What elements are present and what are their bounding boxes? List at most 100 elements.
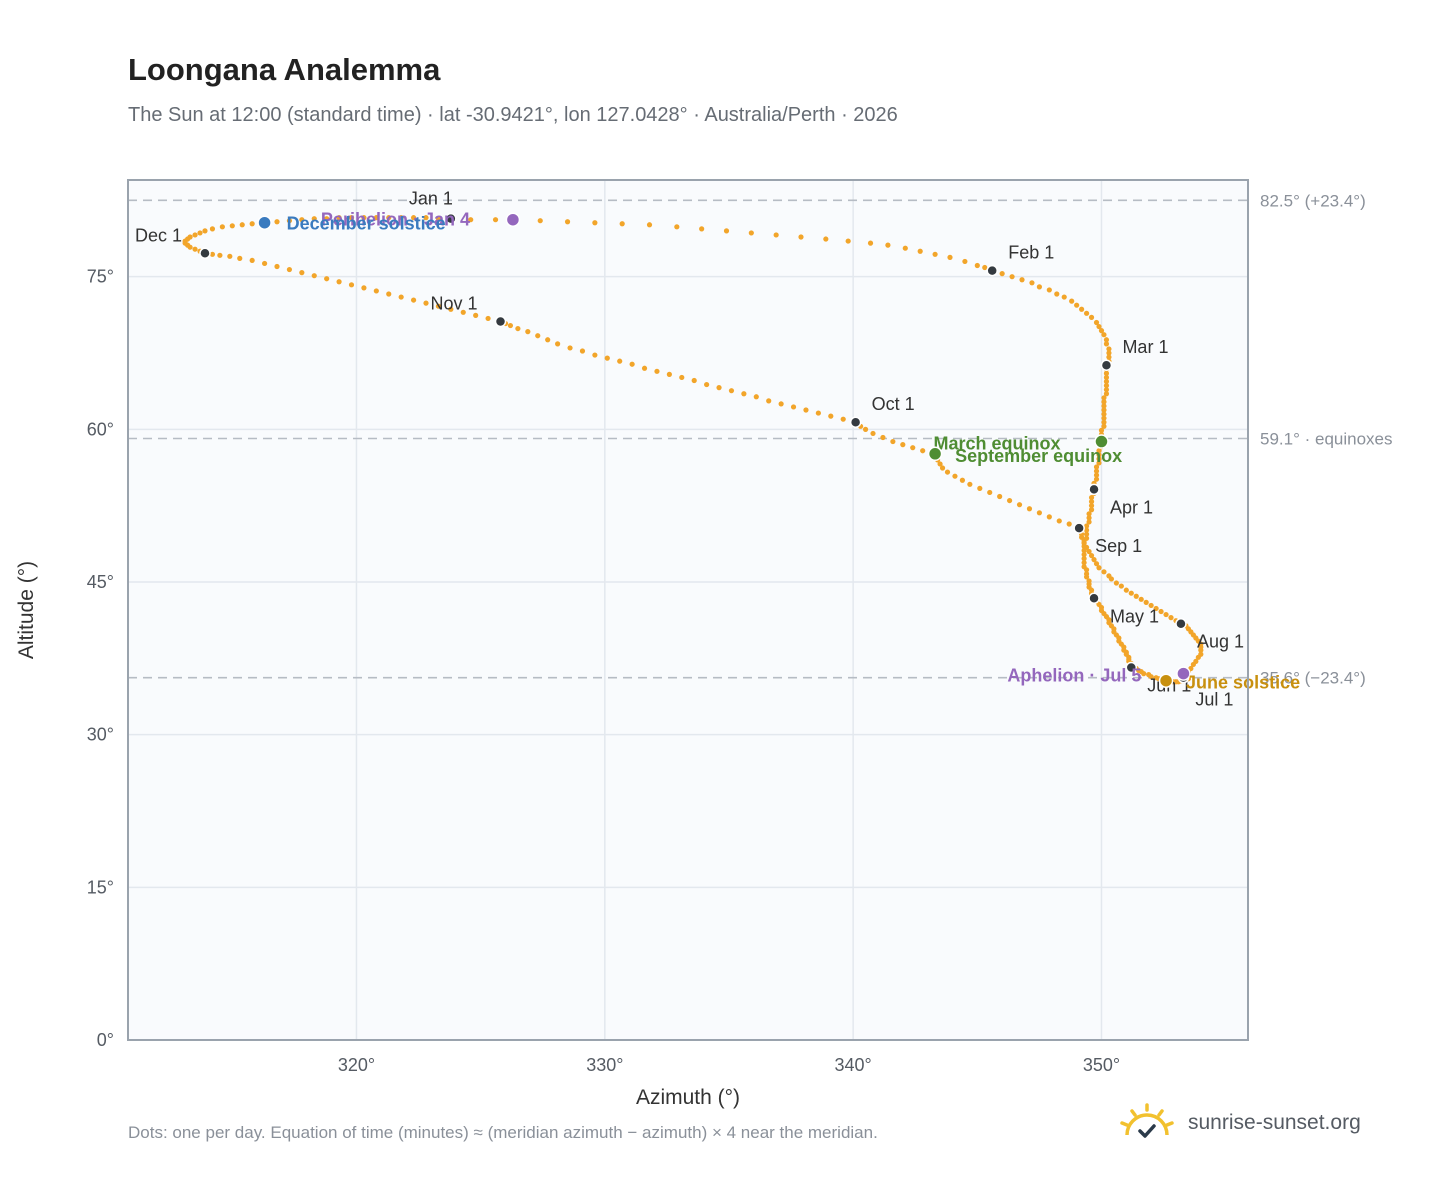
daily-point [1193,658,1199,664]
daily-point [336,279,342,285]
daily-point [974,262,980,269]
daily-point [753,394,759,400]
daily-point [959,477,966,483]
daily-point [249,221,255,227]
daily-point [1006,497,1013,504]
month-label: Dec 1 [135,225,182,245]
daily-point [473,312,479,318]
reference-line-label: 82.5° (+23.4°) [1260,191,1366,210]
daily-point [239,222,245,228]
daily-point [1054,291,1060,297]
daily-point [492,217,499,223]
daily-point [977,485,983,491]
daily-point [1096,323,1102,330]
month-label: Nov 1 [431,293,478,313]
daily-point [348,282,355,288]
daily-point [1143,599,1149,605]
daily-point [1103,387,1110,393]
month-marker [1088,592,1100,605]
month-marker [849,416,862,428]
daily-point [567,345,573,351]
daily-point [525,329,531,335]
daily-point [1083,544,1090,551]
daily-point [373,288,379,294]
month-label: Aug 1 [1197,632,1244,652]
daily-point [535,333,541,339]
daily-point [1083,523,1090,529]
daily-point [1103,391,1110,397]
daily-point [939,465,946,471]
month-marker [986,264,998,277]
daily-point [617,358,623,364]
daily-point [748,230,754,236]
daily-point [373,215,379,221]
daily-point [1101,411,1107,417]
daily-point [1103,378,1110,385]
daily-point [1158,608,1164,615]
month-label: Mar 1 [1122,337,1168,357]
daily-point [798,234,804,240]
daily-point [545,337,551,343]
axis-ticks: 320° 330° 340° 350° 0° 15° 30° 45° 60° 75° [87,267,1120,1075]
daily-point [1086,548,1092,555]
daily-point [311,216,317,222]
daily-point [1101,423,1107,429]
y-tick-label: 30° [87,725,114,745]
daily-point [192,232,198,238]
daily-point [1103,370,1110,376]
daily-point [1086,511,1092,517]
month-marker [1100,359,1113,371]
daily-point [209,226,216,232]
daily-point [947,254,953,260]
daily-point [219,224,225,230]
daily-point [1168,615,1174,621]
daily-point [564,219,571,225]
daily-point [386,291,392,297]
x-axis-title: Azimuth (°) [636,1086,740,1109]
daily-point [1036,510,1042,516]
brand[interactable]: sunrise-sunset.org [1120,1100,1361,1146]
daily-point [629,361,635,367]
daily-point [962,258,968,265]
daily-point [766,398,772,404]
daily-point [1093,472,1100,478]
daily-point [579,348,586,354]
daily-point [997,493,1003,500]
daily-point [217,252,223,258]
daily-point [299,270,305,276]
daily-point [666,371,672,377]
daily-point [604,355,610,361]
daily-point [815,410,821,416]
daily-point [1029,280,1035,286]
daily-point [1138,596,1144,602]
daily-point [348,215,355,221]
daily-point [704,381,710,388]
daily-point [716,385,722,391]
event-marker [1176,666,1191,681]
daily-point [299,217,305,223]
daily-point [840,416,846,422]
daily-point [209,251,216,257]
daily-point [398,294,404,300]
daily-point [361,285,367,291]
daily-point [1103,382,1110,389]
daily-point [1101,419,1107,425]
daily-point [1106,573,1112,579]
x-tick-label: 320° [338,1055,375,1075]
y-tick-label: 45° [87,572,114,592]
daily-point [862,426,869,432]
daily-point [1163,611,1169,618]
daily-point [870,430,876,437]
daily-point [1148,602,1154,609]
daily-point [900,442,906,448]
daily-point [803,407,809,413]
daily-point [917,248,923,254]
daily-point [311,273,317,279]
month-marker [445,212,457,225]
daily-point [1009,274,1015,280]
event-label: Aphelion · Jul 5 [1007,666,1141,686]
daily-point [229,223,235,229]
daily-point [274,263,280,270]
daily-point [723,228,730,234]
daily-point [1083,531,1090,537]
